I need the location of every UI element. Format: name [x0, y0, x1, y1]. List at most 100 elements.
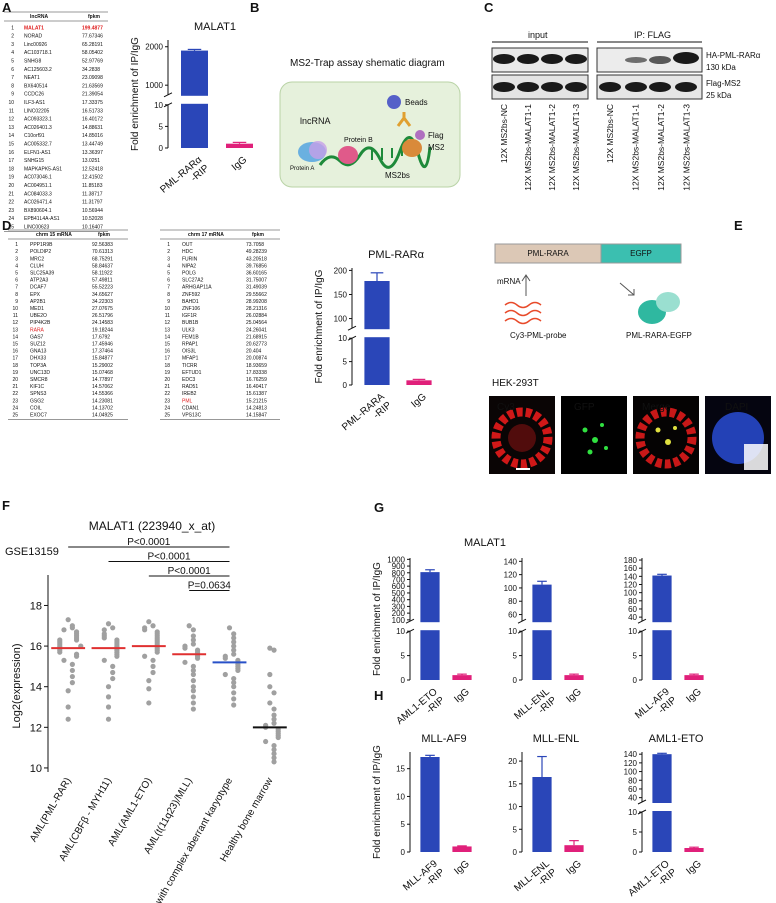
y-tick-label: 1000 — [387, 555, 405, 564]
y-tick-label: 600 — [392, 582, 406, 591]
data-point — [114, 653, 120, 659]
y-tick-label: 0 — [633, 676, 638, 685]
table-cell: 15 — [164, 342, 170, 348]
y-tick-label: 15 — [508, 780, 517, 789]
table-cell: 14.77897 — [92, 377, 113, 383]
table-cell: POLG — [182, 271, 196, 277]
x-tick-label: AML1-ETO-RIP — [627, 858, 680, 903]
data-point — [146, 700, 152, 706]
construct-tag — [600, 243, 682, 264]
table-cell: EPX — [30, 292, 41, 298]
x-tick-label: IgG — [452, 686, 472, 705]
y-tick-label: 5 — [343, 358, 348, 367]
table-cell: CCDC26 — [24, 92, 44, 98]
bar — [452, 846, 472, 852]
data-point — [271, 647, 277, 653]
y-tick-label: 5 — [633, 828, 638, 837]
table-header: chrm 17 mRNA — [188, 232, 224, 238]
bar — [684, 675, 704, 680]
table-cell: AC084033.3 — [24, 191, 52, 197]
data-point — [190, 678, 196, 684]
data-point — [110, 625, 116, 631]
data-point — [65, 688, 71, 694]
table-cell: NEAT1 — [24, 75, 40, 81]
blot-bands — [493, 52, 699, 92]
data-point — [101, 635, 107, 641]
data-point — [267, 684, 273, 690]
table-cell: 13 — [8, 125, 14, 131]
table-cell: NORAD — [24, 34, 42, 40]
table-cell: 2 — [11, 34, 14, 40]
table-cell: 39.76856 — [246, 263, 267, 269]
table-cell: 11 — [9, 108, 14, 114]
data-point — [267, 671, 273, 678]
y-axis-label: Fold enrichment of IP/IgG — [372, 745, 383, 859]
y-tick-label: 12 — [30, 722, 42, 734]
data-point — [235, 667, 241, 674]
table-cell: 4 — [15, 263, 18, 269]
data-point — [190, 637, 196, 643]
y-tick-label: 10 — [508, 627, 517, 636]
y-tick-label: 60 — [508, 611, 517, 620]
table-cell: 52.97769 — [82, 59, 103, 65]
bead — [387, 95, 401, 109]
x-tick-label: IgG — [564, 858, 584, 877]
data-point — [190, 694, 196, 700]
table-cell: UNC13D — [30, 370, 50, 376]
table-cell: 15.61387 — [246, 391, 267, 397]
table-cell: 13.0251 — [82, 158, 100, 164]
band-label: Flag-MS2 — [706, 79, 741, 88]
y-tick-label: 300 — [392, 602, 406, 611]
table-cell: 13 — [12, 327, 18, 333]
y-tick-label: 400 — [392, 596, 406, 605]
table-cell: ELFN1-AS1 — [24, 150, 51, 156]
data-point — [190, 700, 196, 706]
table-cell: 14 — [8, 133, 14, 139]
table-cell: 58.84637 — [92, 263, 113, 269]
cell-line: HEK-293T — [492, 378, 539, 389]
table-cell: 13.44749 — [82, 142, 103, 148]
data-point — [150, 663, 156, 669]
table-cell: 14 — [12, 334, 18, 340]
table-cell: CDAN1 — [182, 405, 199, 411]
table-header: fpkm — [98, 232, 111, 238]
dataset-label: GSE13159 — [5, 546, 59, 558]
table-cell: 14.55366 — [92, 391, 113, 397]
table-cell: OIS3L — [182, 349, 196, 355]
ms2bs-loops — [371, 146, 403, 160]
data-point — [271, 720, 277, 726]
data-point — [150, 669, 156, 676]
diagram-label: Flag — [428, 131, 444, 140]
table-cell: SUZ12 — [30, 342, 46, 348]
data-point — [231, 635, 237, 641]
table-cell: KIF1C — [30, 384, 45, 390]
y-tick-label: 2000 — [145, 43, 163, 52]
table-header: fpkm — [88, 14, 101, 20]
y-tick-label: 200 — [334, 266, 348, 275]
table-cell: EPB41L4A-AS1 — [24, 216, 60, 222]
table-cell: 10.16407 — [82, 225, 103, 231]
comparison-label: P=0.0634 — [188, 581, 232, 592]
table-cell: 22 — [164, 391, 170, 397]
axis-break-mark — [405, 618, 415, 634]
x-tick-label: IgG — [564, 686, 584, 705]
table-cell: DCAF7 — [30, 285, 47, 291]
data-point — [69, 625, 75, 631]
group-title: MALAT1 — [464, 537, 506, 549]
table-cell: AP2B1 — [30, 299, 46, 305]
table-cell: 199.4877 — [82, 25, 103, 31]
protein-a — [309, 141, 327, 159]
table-cell: 15 — [8, 142, 14, 148]
table-cell: 25 — [8, 225, 14, 231]
band-label: HA-PML-RARα — [706, 51, 761, 60]
table-cell: 28.99208 — [246, 299, 267, 305]
data-point — [69, 680, 75, 686]
table-cell: AC103718.1 — [24, 50, 52, 56]
data-point — [65, 716, 71, 722]
table-cell: 25 — [164, 413, 170, 419]
data-point — [190, 641, 196, 647]
table-cell: 17 — [8, 158, 14, 164]
table-cell: 14.04925 — [92, 413, 113, 419]
table-cell: TICRR — [182, 363, 198, 369]
y-tick-label: 5 — [401, 652, 406, 661]
